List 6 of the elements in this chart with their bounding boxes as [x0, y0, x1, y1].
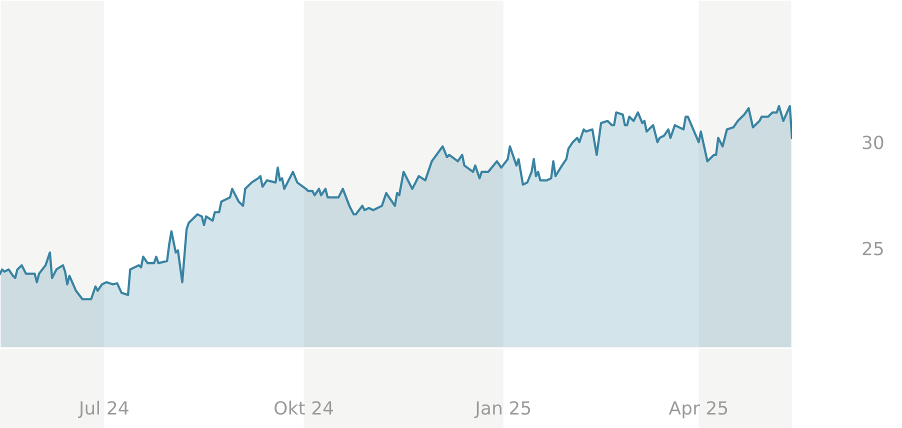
x-tick-label: Okt 24 [274, 400, 333, 415]
y-tick-label: 30 [862, 136, 884, 150]
x-tick-label: Jan 25 [474, 401, 530, 418]
x-tick-label: Jul 24 [78, 400, 128, 418]
x-tick-label: Apr 25 [668, 401, 728, 418]
y-tick-label: 25 [862, 242, 883, 256]
